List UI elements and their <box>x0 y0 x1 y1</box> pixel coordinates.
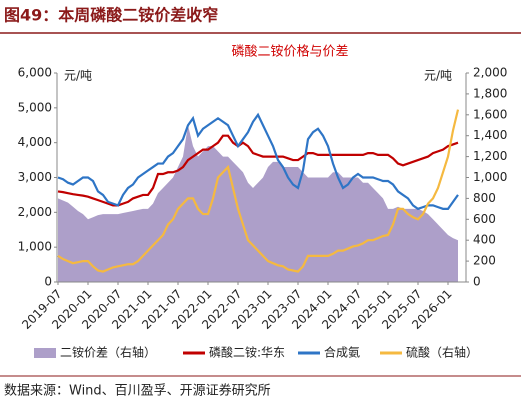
series-line <box>57 112 459 211</box>
y2-tick-label: 200 <box>473 254 496 268</box>
legend-label: 磷酸二铵:华东 <box>209 345 285 360</box>
y2-tick-label: 800 <box>473 191 496 205</box>
y2-tick-label: 400 <box>473 233 496 247</box>
y2-tick-label: 2,000 <box>473 66 507 80</box>
y-tick-label: 3,000 <box>18 170 52 184</box>
y-tick-label: 6,000 <box>18 66 52 80</box>
source: 数据来源：Wind、百川盈孚、开源证券研究所 <box>4 383 271 399</box>
legend-swatch <box>34 348 56 358</box>
y2-tick-label: 1,400 <box>473 128 507 142</box>
y2-tick-label: 1,600 <box>473 107 507 121</box>
y-tick-label: 4,000 <box>18 135 52 149</box>
y-tick-label: 5,000 <box>18 100 52 114</box>
y2-tick-label: 0 <box>473 275 481 289</box>
header-title: 图49：本周磷酸二铵价差收窄 <box>4 6 218 25</box>
legend-label: 二铵价差（右轴） <box>60 345 156 360</box>
legend-label: 硫酸（右轴） <box>406 345 478 360</box>
y2-tick-label: 1,800 <box>473 86 507 100</box>
y-tick-label: 0 <box>44 275 52 289</box>
series-line <box>57 134 459 207</box>
series-line <box>57 109 460 273</box>
y2-tick-label: 1,200 <box>473 149 507 163</box>
y-tick-label: 2,000 <box>18 205 52 219</box>
legend-label: 合成氨 <box>324 345 360 360</box>
y2-tick-label: 1,000 <box>473 170 507 184</box>
y2-axis-unit: 元/吨 <box>424 69 452 83</box>
chart-title: 磷酸二铵价格与价差 <box>231 44 348 60</box>
y-tick-label: 1,000 <box>18 240 52 254</box>
y2-tick-label: 600 <box>473 212 496 226</box>
y-axis-unit: 元/吨 <box>64 69 92 83</box>
spread-area <box>58 125 458 282</box>
